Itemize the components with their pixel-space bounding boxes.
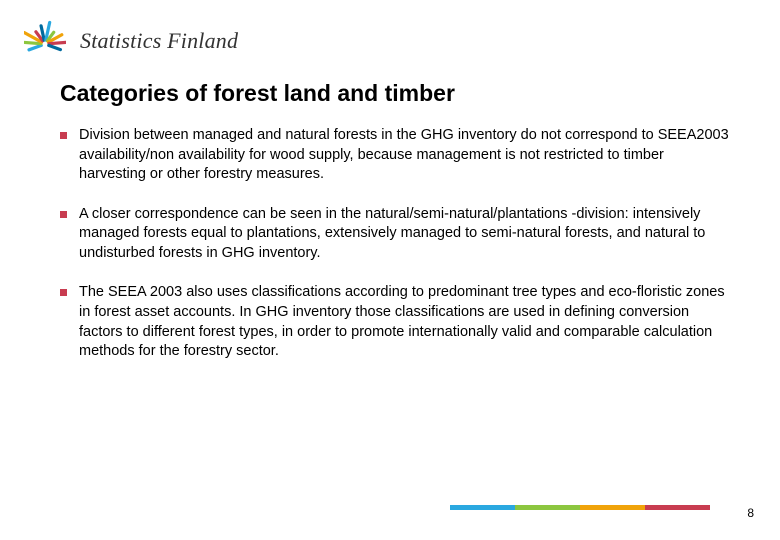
footer-bar-segment (450, 505, 515, 510)
footer-accent-bar (450, 505, 710, 510)
brand-name: Statistics Finland (80, 28, 238, 54)
logo-icon (24, 20, 66, 62)
bullet-square-icon (60, 211, 67, 218)
bullet-item: The SEEA 2003 also uses classifications … (60, 283, 730, 361)
bullet-square-icon (60, 289, 67, 296)
bullet-text: The SEEA 2003 also uses classifications … (79, 283, 730, 361)
bullet-square-icon (60, 132, 67, 139)
footer-bar-segment (515, 505, 580, 510)
slide-title: Categories of forest land and timber (60, 80, 455, 107)
footer-bar-segment (645, 505, 710, 510)
bullet-text: Division between managed and natural for… (79, 126, 730, 185)
bullet-item: Division between managed and natural for… (60, 126, 730, 185)
bullet-item: A closer correspondence can be seen in t… (60, 205, 730, 264)
footer-bar-segment (580, 505, 645, 510)
page-number: 8 (747, 506, 754, 520)
brand-logo: Statistics Finland (24, 20, 238, 62)
bullet-text: A closer correspondence can be seen in t… (79, 205, 730, 264)
slide-body: Division between managed and natural for… (60, 126, 730, 382)
